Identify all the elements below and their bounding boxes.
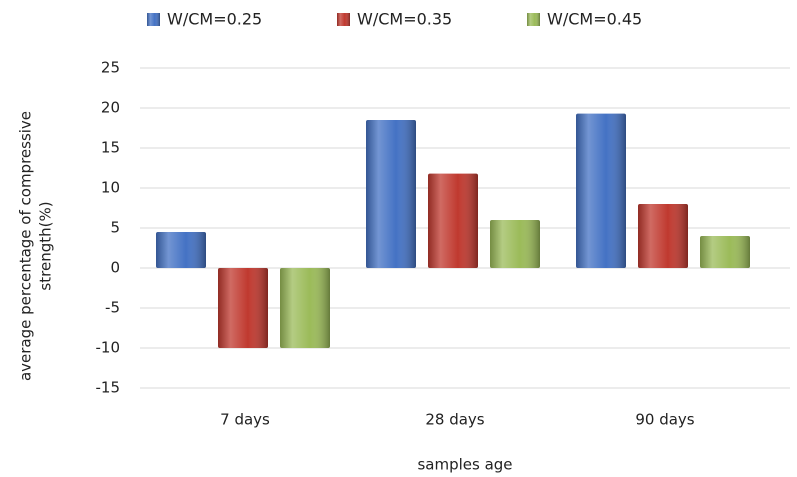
x-tick-label: 90 days: [635, 411, 694, 429]
y-tick-label: 5: [110, 219, 120, 237]
y-tick-label: 20: [101, 99, 120, 117]
y-tick-label: -15: [96, 379, 121, 397]
legend-label: W/CM=0.25: [167, 10, 262, 29]
y-tick-label: 25: [101, 59, 120, 77]
y-tick-label: -10: [96, 339, 121, 357]
x-tick-label: 7 days: [220, 411, 270, 429]
legend-swatch-shade: [527, 13, 540, 26]
bar-shade: [638, 204, 688, 268]
legend-label: W/CM=0.45: [547, 10, 642, 29]
bar-shade: [576, 113, 626, 268]
y-tick-label: 10: [101, 179, 120, 197]
y-tick-label: 15: [101, 139, 120, 157]
x-tick-label: 28 days: [425, 411, 484, 429]
legend-swatch-shade: [147, 13, 160, 26]
bar-shade: [490, 220, 540, 268]
y-tick-label: -5: [105, 299, 120, 317]
bar-shade: [366, 120, 416, 268]
y-tick-label: 0: [110, 259, 120, 277]
legend-swatch-shade: [337, 13, 350, 26]
y-axis-label: average percentage of compressive: [17, 111, 35, 381]
bar-shade: [700, 236, 750, 268]
legend-label: W/CM=0.35: [357, 10, 452, 29]
y-axis-label: strength(%): [37, 201, 55, 290]
bar-shade: [280, 268, 330, 348]
x-axis-label: samples age: [417, 456, 512, 474]
bar-shade: [156, 232, 206, 268]
bar-shade: [428, 173, 478, 268]
bar-shade: [218, 268, 268, 348]
